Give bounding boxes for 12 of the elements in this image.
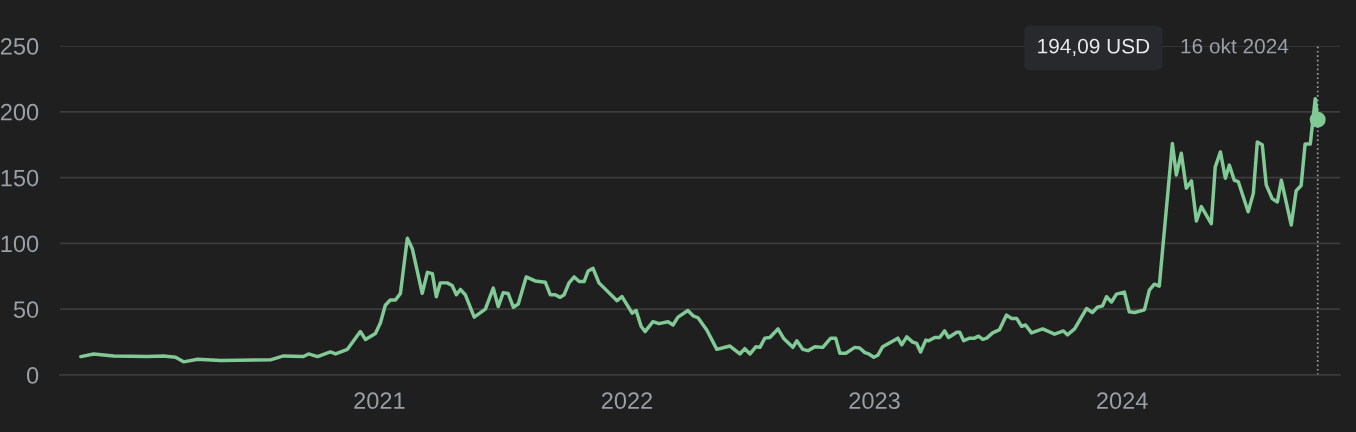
annotation: 194,09 USD xyxy=(1038,38,1150,57)
y-tick-label: 100 xyxy=(1,235,39,253)
annotation: 16 okt 2024 xyxy=(1181,38,1289,54)
y-tick-label: 50 xyxy=(13,301,39,318)
x-tick-label: 2021 xyxy=(354,392,405,410)
y-tick-label: 150 xyxy=(1,169,39,187)
y-tick-label: 200 xyxy=(0,103,39,121)
x-tick-label: 2022 xyxy=(601,392,653,410)
x-tick-label: 2024 xyxy=(1097,392,1148,410)
y-tick-label: 250 xyxy=(0,38,39,55)
y-tick-label: 0 xyxy=(26,367,39,384)
x-tick-label: 2023 xyxy=(849,392,900,410)
